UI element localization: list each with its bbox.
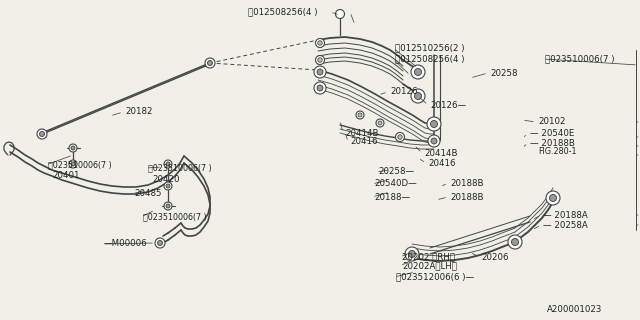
Text: Ⓝ023510006(7 ): Ⓝ023510006(7 ) (148, 164, 212, 172)
Circle shape (317, 58, 323, 62)
Circle shape (550, 195, 557, 202)
Circle shape (71, 146, 75, 150)
Circle shape (164, 202, 172, 210)
Text: 20258—: 20258— (378, 167, 414, 177)
Circle shape (358, 113, 362, 117)
Circle shape (508, 235, 522, 249)
Circle shape (316, 38, 324, 47)
Text: 20202 〈RH〉: 20202 〈RH〉 (402, 252, 455, 261)
Text: — 20188B: — 20188B (530, 139, 575, 148)
Circle shape (316, 55, 324, 65)
Text: Ⓝ023512006(6 )—: Ⓝ023512006(6 )— (396, 273, 474, 282)
Circle shape (69, 144, 77, 152)
Circle shape (157, 241, 163, 245)
Circle shape (166, 184, 170, 188)
Circle shape (411, 89, 425, 103)
Circle shape (415, 68, 422, 76)
Text: 20188B: 20188B (450, 193, 483, 202)
Text: 20182: 20182 (125, 108, 152, 116)
Circle shape (37, 129, 47, 139)
Circle shape (511, 238, 518, 245)
Circle shape (431, 121, 438, 127)
Circle shape (335, 10, 344, 19)
Circle shape (405, 247, 419, 261)
Circle shape (314, 66, 326, 78)
Text: 20540D—: 20540D— (374, 180, 417, 188)
Text: 20206: 20206 (481, 252, 509, 261)
Circle shape (396, 132, 404, 141)
Text: 20188B: 20188B (450, 179, 483, 188)
Text: A200001023: A200001023 (547, 306, 602, 315)
Text: 20102: 20102 (538, 117, 566, 126)
Text: — 20258A: — 20258A (543, 220, 588, 229)
Text: 20420: 20420 (152, 174, 179, 183)
Circle shape (207, 60, 212, 66)
Circle shape (166, 204, 170, 208)
Circle shape (356, 111, 364, 119)
Text: 20416: 20416 (350, 138, 378, 147)
Text: 20126: 20126 (390, 87, 417, 97)
Text: 20414B: 20414B (345, 129, 378, 138)
Circle shape (317, 85, 323, 91)
Circle shape (155, 238, 165, 248)
Circle shape (397, 135, 403, 139)
Circle shape (40, 132, 45, 137)
Text: 20401: 20401 (52, 172, 79, 180)
Text: — 20188A: — 20188A (543, 211, 588, 220)
Circle shape (164, 182, 172, 190)
Circle shape (376, 119, 384, 127)
Text: 20188—: 20188— (374, 193, 410, 202)
Text: Ⓑ012510256(2 ): Ⓑ012510256(2 ) (395, 44, 465, 52)
Text: Ⓝ023510006(7 ): Ⓝ023510006(7 ) (143, 212, 207, 221)
Text: 20202A〈LH〉: 20202A〈LH〉 (402, 261, 457, 270)
Circle shape (427, 117, 441, 131)
Text: Ⓑ012508256(4 ): Ⓑ012508256(4 ) (395, 54, 465, 63)
Circle shape (411, 65, 425, 79)
Circle shape (166, 162, 170, 166)
Circle shape (408, 251, 415, 258)
Text: — 20540E: — 20540E (530, 130, 574, 139)
Text: 20258: 20258 (490, 68, 518, 77)
Text: 20416: 20416 (428, 158, 456, 167)
Circle shape (415, 92, 422, 100)
Circle shape (69, 160, 77, 168)
Circle shape (71, 162, 75, 166)
Text: Ⓝ023510006(7 ): Ⓝ023510006(7 ) (545, 54, 614, 63)
Circle shape (546, 191, 560, 205)
Circle shape (317, 41, 323, 45)
Text: Ⓝ023510006(7 ): Ⓝ023510006(7 ) (48, 161, 112, 170)
Text: 20126—: 20126— (430, 100, 466, 109)
Text: —M00006: —M00006 (104, 239, 148, 249)
Circle shape (378, 121, 382, 125)
Circle shape (314, 82, 326, 94)
Text: 20485: 20485 (134, 189, 161, 198)
Circle shape (205, 58, 215, 68)
Text: 20414B: 20414B (424, 148, 458, 157)
Text: FIG.280-1: FIG.280-1 (538, 148, 577, 156)
Circle shape (317, 69, 323, 75)
Circle shape (428, 135, 440, 147)
Circle shape (164, 160, 172, 168)
Text: Ⓐ012508256(4 ): Ⓐ012508256(4 ) (248, 7, 317, 17)
Circle shape (431, 138, 437, 144)
